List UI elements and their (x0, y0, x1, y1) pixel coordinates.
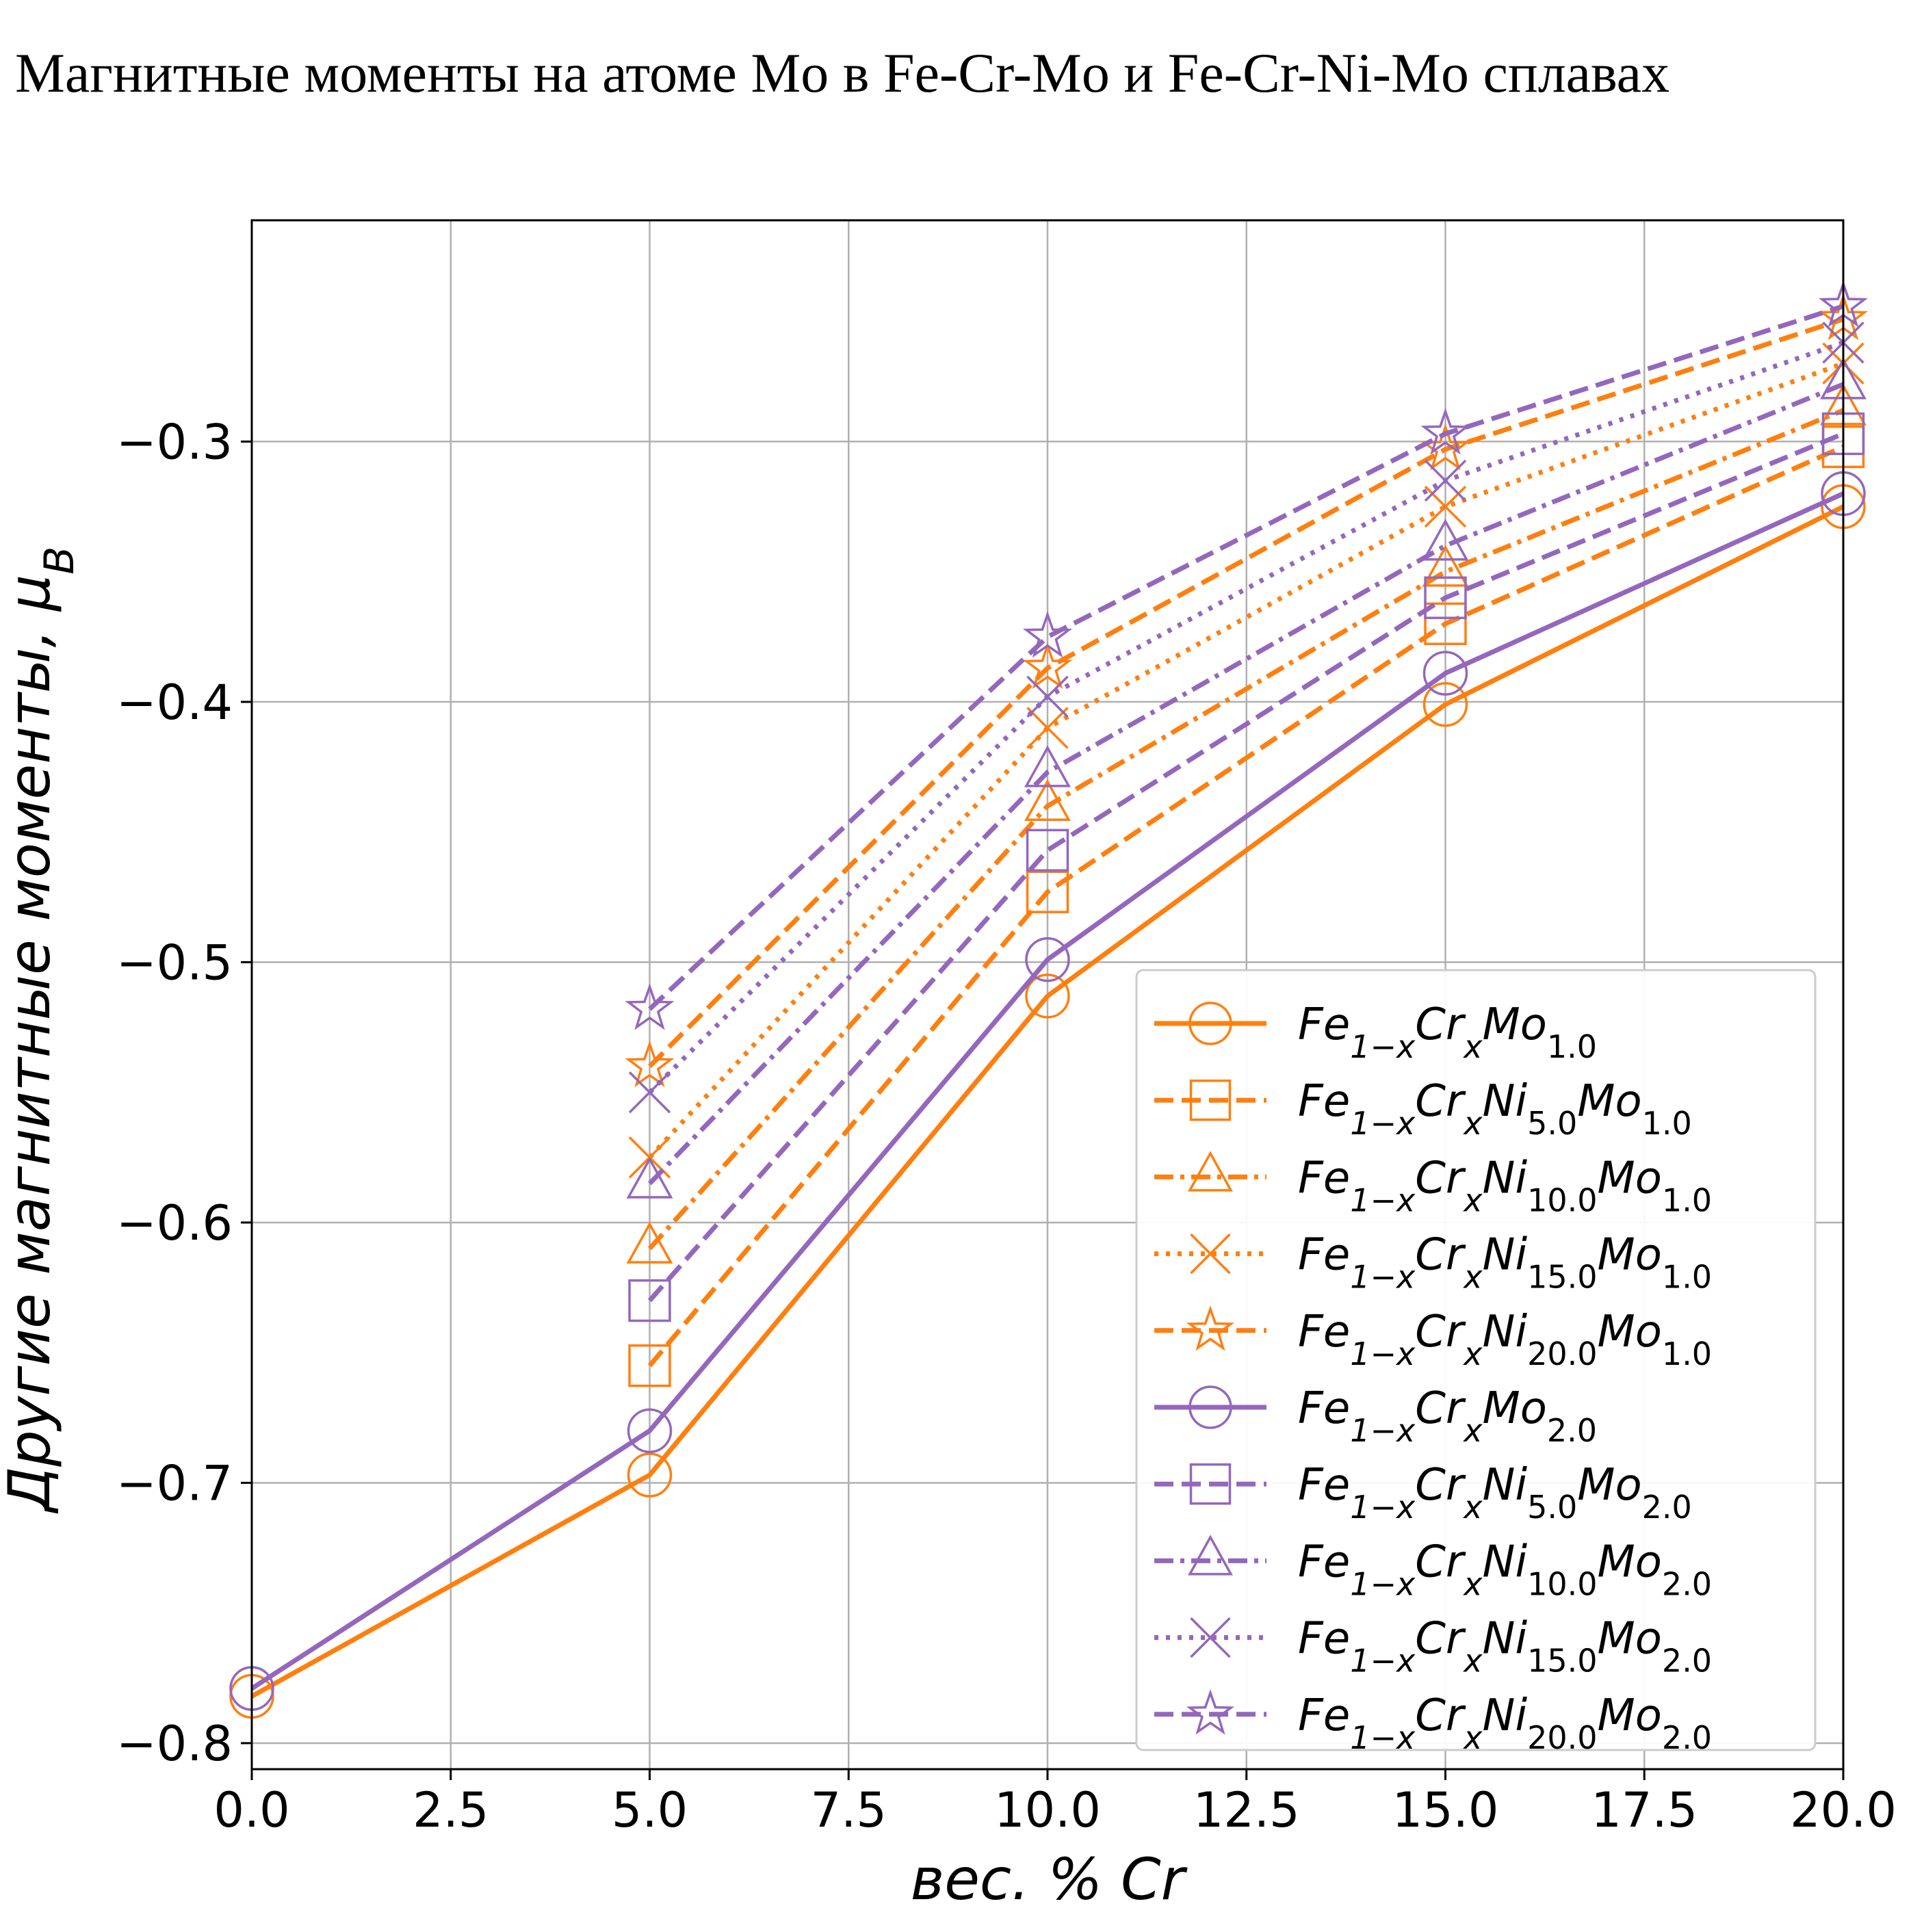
circle-marker (627, 1408, 673, 1454)
legend-entry: Fe1−xCrxNi15.0Mo1.0 (1154, 1230, 1712, 1296)
series-line (647, 382, 1845, 1186)
x-tick-label: 12.5 (1193, 1782, 1300, 1838)
series-2 (628, 425, 1865, 1387)
series-line (250, 491, 1845, 1690)
y-tick-label: −0.6 (116, 1195, 233, 1251)
square-marker (1026, 828, 1069, 872)
y-tick-label: −0.4 (116, 675, 233, 731)
square-marker (1026, 870, 1069, 913)
legend-entry: Fe1−xCrxNi10.0Mo1.0 (1154, 1151, 1712, 1218)
star-marker (1022, 642, 1073, 690)
series-10 (625, 280, 1869, 1030)
legend-entry: Fe1−xCrxMo1.0 (1154, 1000, 1597, 1065)
square-marker (628, 1279, 671, 1322)
legend-entry: Fe1−xCrxNi10.0Mo2.0 (1154, 1535, 1712, 1602)
star-marker (625, 983, 675, 1030)
legend-marker-triangle (1188, 1151, 1233, 1192)
legend-label: Fe1−xCrxMo2.0 (1298, 1383, 1597, 1449)
circle-marker (1422, 651, 1468, 696)
legend-label: Fe1−xCrxMo1.0 (1298, 1000, 1597, 1065)
series-line (647, 408, 1845, 1251)
y-tick-label: −0.5 (116, 935, 233, 991)
legend-entry: Fe1−xCrxNi20.0Mo2.0 (1154, 1688, 1712, 1756)
star-marker (1022, 611, 1073, 658)
triangle-marker (626, 1156, 673, 1199)
circle-marker (1422, 681, 1468, 727)
triangle-marker (1024, 745, 1071, 787)
star-marker (1420, 408, 1470, 455)
series-6 (229, 471, 1866, 1711)
legend-entry: Fe1−xCrxNi20.0Mo1.0 (1154, 1305, 1712, 1372)
legend-marker-x (1190, 1233, 1231, 1275)
series-8 (626, 357, 1867, 1199)
legend-entry: Fe1−xCrxNi5.0Mo2.0 (1154, 1460, 1692, 1526)
y-tick-label: −0.7 (116, 1455, 233, 1511)
legend: Fe1−xCrxMo1.0 Fe1−xCrxNi5.0Mo1.0 Fe1−xCrxN… (1135, 969, 1817, 1756)
x-tick-label: 20.0 (1790, 1782, 1897, 1838)
y-tick-label: −0.8 (116, 1716, 233, 1772)
y-tick-label: −0.3 (116, 414, 233, 470)
series-line (250, 504, 1845, 1699)
series-9 (628, 322, 1864, 1114)
axis-ticks: 0.0 2.5 5.0 7.5 10.0 12.5 15.0 17.5 20.0 −0.8 −0.7… (116, 414, 1897, 1838)
x-tick-label: 15.0 (1392, 1782, 1499, 1838)
star-marker (625, 1040, 675, 1088)
legend-marker-square (1189, 1079, 1232, 1121)
legend-marker-circle (1188, 1002, 1232, 1045)
legend-marker-star (1186, 1688, 1235, 1735)
legend-label: Fe1−xCrxNi15.0Mo1.0 (1298, 1230, 1712, 1296)
legend-label: Fe1−xCrxNi20.0Mo2.0 (1298, 1690, 1712, 1756)
legend-label: Fe1−xCrxNi20.0Mo1.0 (1298, 1307, 1712, 1372)
triangle-marker (1422, 545, 1469, 587)
triangle-marker (1024, 779, 1071, 822)
triangle-marker (626, 1221, 673, 1264)
x-marker (1026, 675, 1069, 718)
legend-entry: Fe1−xCrxNi15.0Mo2.0 (1154, 1614, 1712, 1680)
circle-marker (627, 1452, 673, 1498)
legend-label: Fe1−xCrxNi5.0Mo1.0 (1298, 1076, 1692, 1142)
circle-marker (1025, 974, 1070, 1019)
legend-marker-x (1190, 1617, 1231, 1658)
x-tick-label: 17.5 (1591, 1782, 1698, 1838)
legend-marker-square (1189, 1463, 1232, 1505)
series-line (648, 340, 1845, 1095)
legend-label: Fe1−xCrxNi10.0Mo2.0 (1298, 1537, 1712, 1602)
circle-marker (1025, 937, 1070, 982)
legend-entry: Fe1−xCrxNi5.0Mo1.0 (1154, 1076, 1692, 1142)
series-lines (229, 280, 1869, 1719)
x-marker (1026, 707, 1069, 749)
x-tick-label: 7.5 (811, 1782, 887, 1838)
square-marker (628, 1344, 671, 1387)
x-axis-label: вес. % Cr (911, 1846, 1188, 1913)
legend-entry: Fe1−xCrxMo2.0 (1154, 1383, 1597, 1449)
legend-box (1135, 969, 1817, 1751)
series-line (648, 304, 1845, 1011)
x-tick-label: 5.0 (612, 1782, 688, 1838)
legend-label: Fe1−xCrxNi15.0Mo2.0 (1298, 1614, 1712, 1680)
square-marker (1424, 576, 1467, 619)
series-line (647, 361, 1845, 1160)
series-line (648, 317, 1845, 1069)
chart-title: Магнитные моменты на атоме Mo в Fe-Cr-Mo… (15, 42, 1670, 104)
x-tick-label: 10.0 (994, 1782, 1101, 1838)
x-tick-label: 2.5 (413, 1782, 489, 1838)
legend-label: Fe1−xCrxNi10.0Mo1.0 (1298, 1153, 1712, 1218)
series-line (647, 444, 1845, 1368)
legend-label: Fe1−xCrxNi5.0Mo2.0 (1298, 1460, 1692, 1526)
square-marker (1424, 602, 1467, 645)
y-axis-label: Другие магнитные моменты, μB (0, 547, 83, 1515)
legend-marker-triangle (1188, 1535, 1233, 1576)
series-line (647, 431, 1845, 1303)
x-tick-label: 0.0 (213, 1782, 289, 1838)
legend-marker-circle (1188, 1385, 1232, 1429)
triangle-marker (1422, 519, 1469, 561)
x-marker (1424, 459, 1467, 502)
x-marker (628, 1071, 671, 1114)
legend-marker-star (1186, 1305, 1235, 1351)
